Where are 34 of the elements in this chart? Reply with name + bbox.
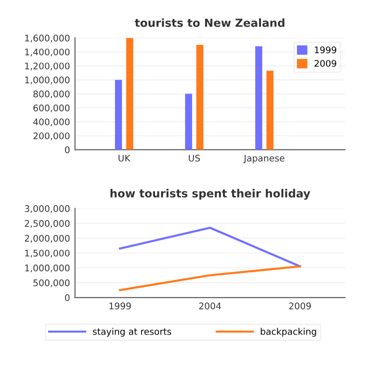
chart-title: tourists to New Zealand (134, 18, 284, 27)
x-tick-label: Japanese (243, 154, 284, 164)
legend-label: backpacking (260, 328, 316, 337)
legend-label: staying at resorts (92, 328, 172, 337)
y-tick-label: 1,000,000 (25, 76, 70, 84)
y-tick-label: 400,000 (33, 118, 70, 126)
y-tick-label: 0 (64, 294, 70, 302)
y-tick-label: 500,000 (34, 279, 70, 288)
y-tick-label: 3,000,000 (24, 205, 70, 213)
bar (266, 70, 274, 150)
bar (255, 46, 262, 150)
x-tick-label: 1999 (110, 302, 131, 310)
y-tick-label: 600,000 (33, 104, 70, 112)
legend-label: 2009 (314, 60, 336, 67)
legend-label: 1999 (314, 46, 336, 54)
x-tick-label: UK (118, 154, 131, 162)
y-tick-label: 200,000 (33, 132, 70, 140)
bar (196, 44, 204, 150)
y-tick-label: 1,600,000 (25, 34, 70, 42)
x-tick-label: US (188, 154, 200, 162)
y-tick-label: 800,000 (33, 90, 70, 98)
x-tick-label: 2004 (199, 302, 221, 310)
y-tick-label: 0 (64, 146, 70, 154)
bar (185, 94, 192, 150)
y-tick-label: 1,000,000 (25, 264, 70, 272)
bar (126, 38, 134, 150)
y-tick-label: 2,000,000 (24, 234, 70, 243)
bar (114, 80, 122, 150)
y-tick-label: 1,400,000 (25, 48, 70, 56)
x-tick-label: 2009 (289, 302, 311, 310)
chart-title: how tourists spent their holiday (110, 188, 310, 200)
y-tick-label: 2,500,000 (24, 220, 70, 228)
y-tick-label: 1,200,000 (25, 62, 70, 70)
y-tick-label: 1,500,000 (25, 250, 70, 258)
